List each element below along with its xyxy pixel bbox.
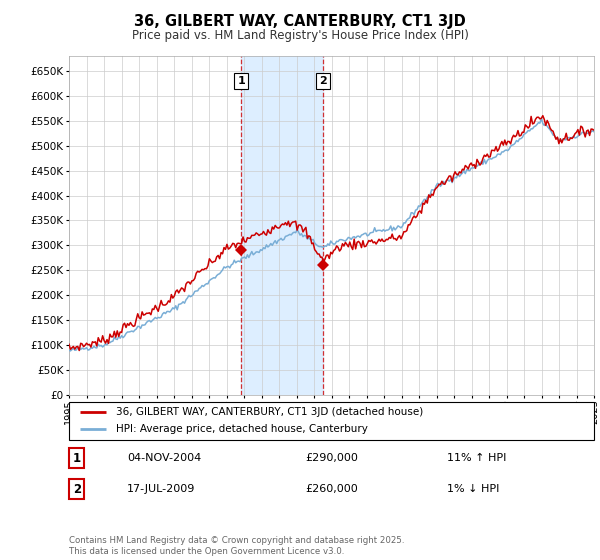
Text: HPI: Average price, detached house, Canterbury: HPI: Average price, detached house, Cant…	[116, 424, 368, 434]
Text: 17-JUL-2009: 17-JUL-2009	[127, 484, 195, 494]
Text: 36, GILBERT WAY, CANTERBURY, CT1 3JD: 36, GILBERT WAY, CANTERBURY, CT1 3JD	[134, 14, 466, 29]
Text: 04-NOV-2004: 04-NOV-2004	[127, 453, 201, 463]
Text: 1% ↓ HPI: 1% ↓ HPI	[447, 484, 499, 494]
Bar	[241, 56, 323, 395]
Text: £260,000: £260,000	[305, 484, 358, 494]
Text: 11% ↑ HPI: 11% ↑ HPI	[447, 453, 506, 463]
Text: Price paid vs. HM Land Registry's House Price Index (HPI): Price paid vs. HM Land Registry's House …	[131, 29, 469, 42]
Text: 1: 1	[238, 76, 245, 86]
Text: Contains HM Land Registry data © Crown copyright and database right 2025.
This d: Contains HM Land Registry data © Crown c…	[69, 536, 404, 556]
Text: 36, GILBERT WAY, CANTERBURY, CT1 3JD (detached house): 36, GILBERT WAY, CANTERBURY, CT1 3JD (de…	[116, 407, 424, 417]
Text: £290,000: £290,000	[305, 453, 358, 463]
Text: 2: 2	[73, 483, 81, 496]
Text: 1: 1	[73, 451, 81, 465]
Text: 2: 2	[320, 76, 328, 86]
